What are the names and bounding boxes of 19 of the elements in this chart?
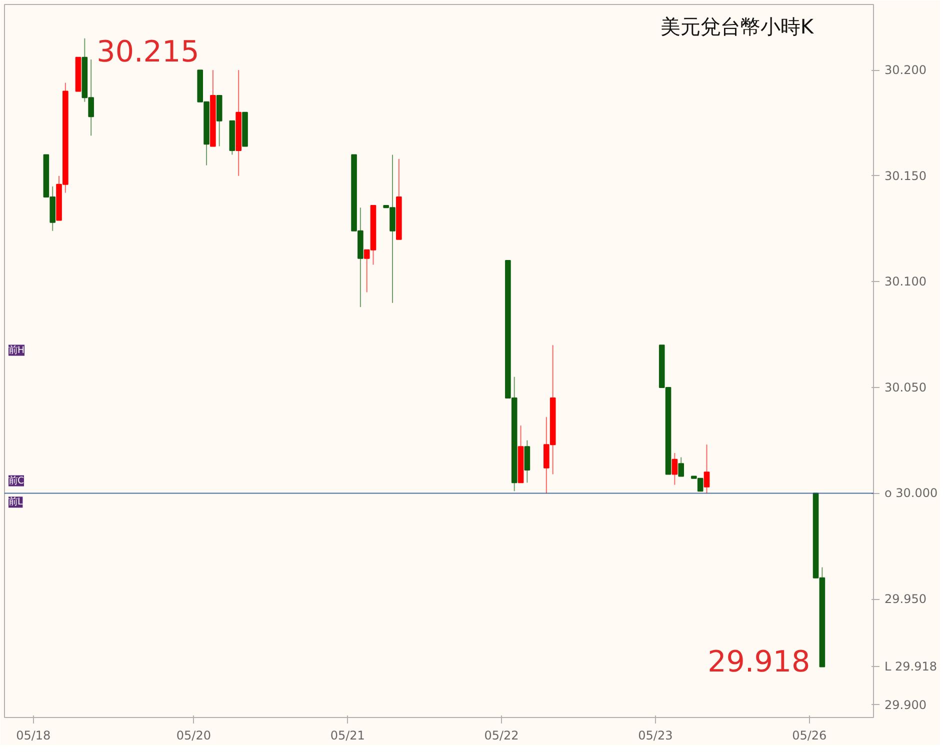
text: 美元兌台幣小時K (660, 14, 814, 38)
text: 前C (8, 475, 24, 486)
y-tick-label: 30.150 (884, 168, 926, 183)
y-tick-label: 30.050 (884, 380, 926, 394)
y-tick-label: L 29.918 (884, 660, 937, 674)
x-tick-label: 05/23 (638, 728, 673, 742)
x-tick-label: 05/21 (330, 728, 365, 742)
x-tick-label: 05/20 (176, 728, 211, 742)
annotation: 30.215 (96, 34, 200, 68)
y-tick-label: 29.900 (884, 698, 926, 712)
text: 前H (8, 344, 25, 356)
annotation: 29.918 (708, 644, 810, 679)
x-tick-label: 05/18 (16, 728, 51, 742)
y-tick-label: 30.200 (884, 63, 926, 78)
x-tick-label: 05/22 (484, 728, 519, 742)
y-tick-label: o 30.000 (884, 486, 938, 500)
y-tick-label: 30.100 (884, 274, 926, 289)
x-tick-label: 05/26 (792, 728, 827, 742)
y-tick-label: 29.950 (884, 592, 926, 606)
